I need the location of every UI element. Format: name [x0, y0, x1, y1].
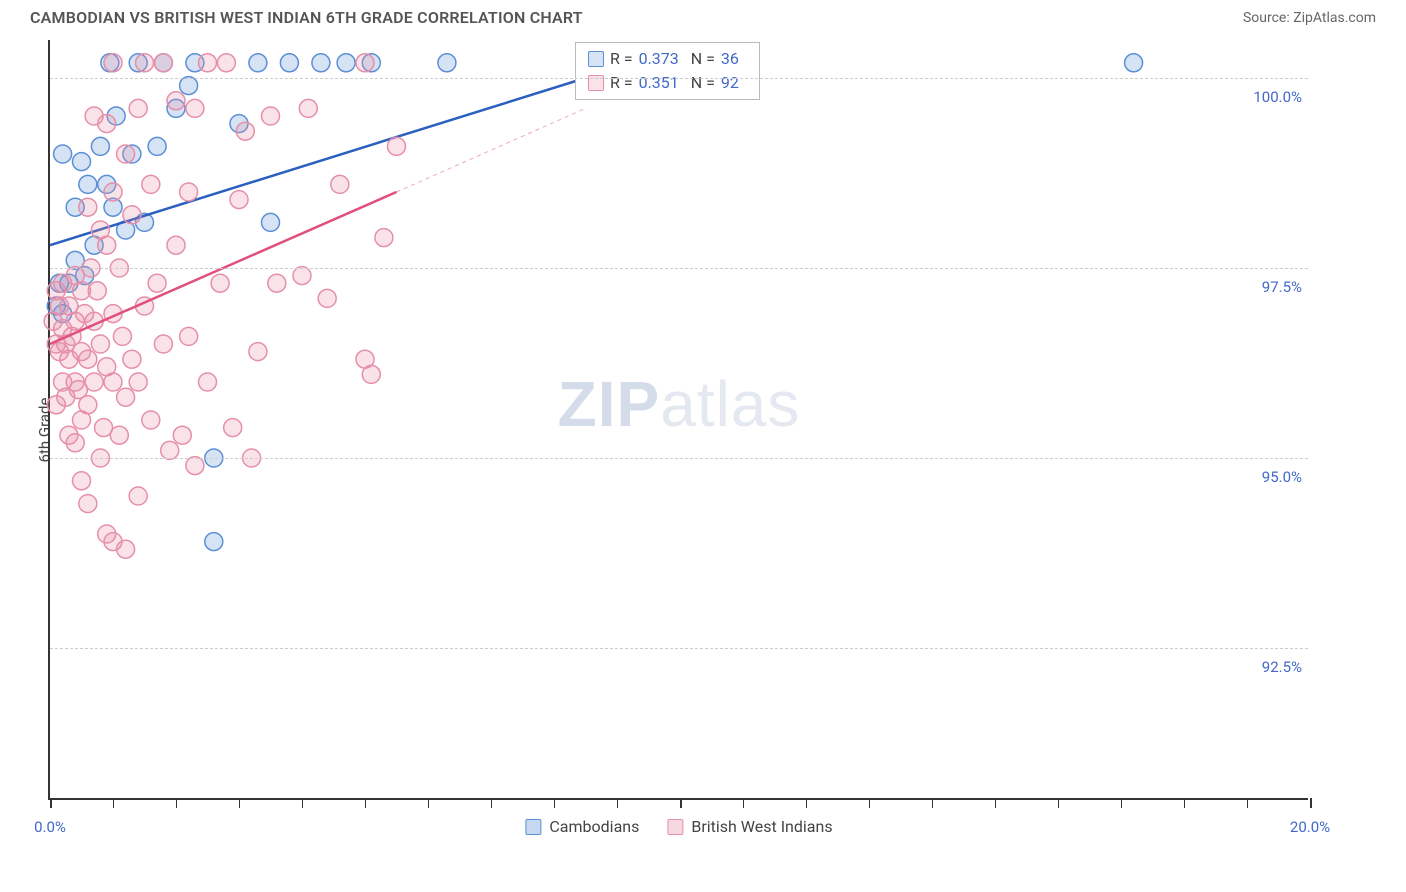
scatter-point — [104, 183, 122, 201]
scatter-point — [362, 365, 380, 383]
scatter-point — [199, 54, 217, 72]
scatter-point — [262, 107, 280, 125]
legend-item: British West Indians — [667, 817, 832, 836]
scatter-point — [129, 487, 147, 505]
scatter-point — [249, 343, 267, 361]
scatter-point — [331, 175, 349, 193]
stats-row: R = 0.373 N = 36 — [588, 47, 747, 71]
scatter-point — [129, 99, 147, 117]
scatter-point — [375, 229, 393, 247]
scatter-point — [1125, 54, 1143, 72]
scatter-point — [186, 457, 204, 475]
scatter-point — [104, 54, 122, 72]
scatter-point — [173, 426, 191, 444]
scatter-point — [205, 533, 223, 551]
scatter-point — [180, 327, 198, 345]
scatter-point — [73, 153, 91, 171]
scatter-point — [224, 419, 242, 437]
scatter-point — [91, 335, 109, 353]
scatter-point — [104, 373, 122, 391]
scatter-point — [180, 183, 198, 201]
scatter-point — [79, 350, 97, 368]
scatter-point — [438, 54, 456, 72]
scatter-point — [236, 122, 254, 140]
scatter-point — [356, 54, 374, 72]
scatter-point — [66, 434, 84, 452]
scatter-point — [199, 373, 217, 391]
scatter-point — [129, 373, 147, 391]
scatter-point — [91, 137, 109, 155]
scatter-point — [54, 145, 72, 163]
stats-legend: R = 0.373 N = 36R = 0.351 N = 92 — [575, 42, 760, 100]
x-tick-label: 0.0% — [34, 818, 66, 836]
scatter-point — [142, 411, 160, 429]
scatter-point — [186, 99, 204, 117]
scatter-point — [154, 54, 172, 72]
chart-source: Source: ZipAtlas.com — [1243, 10, 1376, 26]
y-tick-label: 95.0% — [1262, 468, 1302, 486]
series-legend: Cambodians British West Indians — [525, 817, 832, 836]
scatter-point — [299, 99, 317, 117]
scatter-point — [117, 388, 135, 406]
scatter-point — [268, 274, 286, 292]
scatter-svg — [50, 40, 1310, 800]
scatter-point — [180, 77, 198, 95]
scatter-point — [388, 137, 406, 155]
scatter-point — [211, 274, 229, 292]
stats-row: R = 0.351 N = 92 — [588, 71, 747, 95]
scatter-point — [337, 54, 355, 72]
scatter-point — [136, 54, 154, 72]
scatter-point — [148, 274, 166, 292]
scatter-point — [79, 198, 97, 216]
scatter-point — [312, 54, 330, 72]
scatter-point — [280, 54, 298, 72]
scatter-point — [161, 441, 179, 459]
legend-item: Cambodians — [525, 817, 639, 836]
scatter-point — [113, 327, 131, 345]
scatter-point — [117, 145, 135, 163]
scatter-point — [167, 236, 185, 254]
scatter-point — [73, 472, 91, 490]
scatter-point — [293, 267, 311, 285]
scatter-point — [167, 92, 185, 110]
scatter-point — [142, 175, 160, 193]
scatter-point — [318, 289, 336, 307]
scatter-point — [262, 213, 280, 231]
scatter-point — [98, 115, 116, 133]
y-tick-label: 92.5% — [1262, 658, 1302, 676]
scatter-point — [79, 495, 97, 513]
y-tick-label: 100.0% — [1253, 88, 1302, 106]
scatter-point — [85, 373, 103, 391]
chart-title: CAMBODIAN VS BRITISH WEST INDIAN 6TH GRA… — [30, 8, 583, 27]
scatter-point — [79, 396, 97, 414]
scatter-point — [117, 540, 135, 558]
scatter-point — [217, 54, 235, 72]
scatter-point — [98, 236, 116, 254]
scatter-point — [249, 54, 267, 72]
scatter-point — [148, 137, 166, 155]
x-tick-label: 20.0% — [1290, 818, 1330, 836]
chart-container: 6th Grade ZIPatlas R = 0.373 N = 36R = 0… — [48, 40, 1348, 820]
scatter-point — [79, 175, 97, 193]
scatter-point — [230, 191, 248, 209]
scatter-point — [88, 282, 106, 300]
scatter-point — [154, 335, 172, 353]
y-tick-label: 97.5% — [1262, 278, 1302, 296]
scatter-point — [110, 426, 128, 444]
scatter-point — [123, 206, 141, 224]
scatter-point — [123, 350, 141, 368]
plot-area: ZIPatlas R = 0.373 N = 36R = 0.351 N = 9… — [48, 40, 1308, 800]
